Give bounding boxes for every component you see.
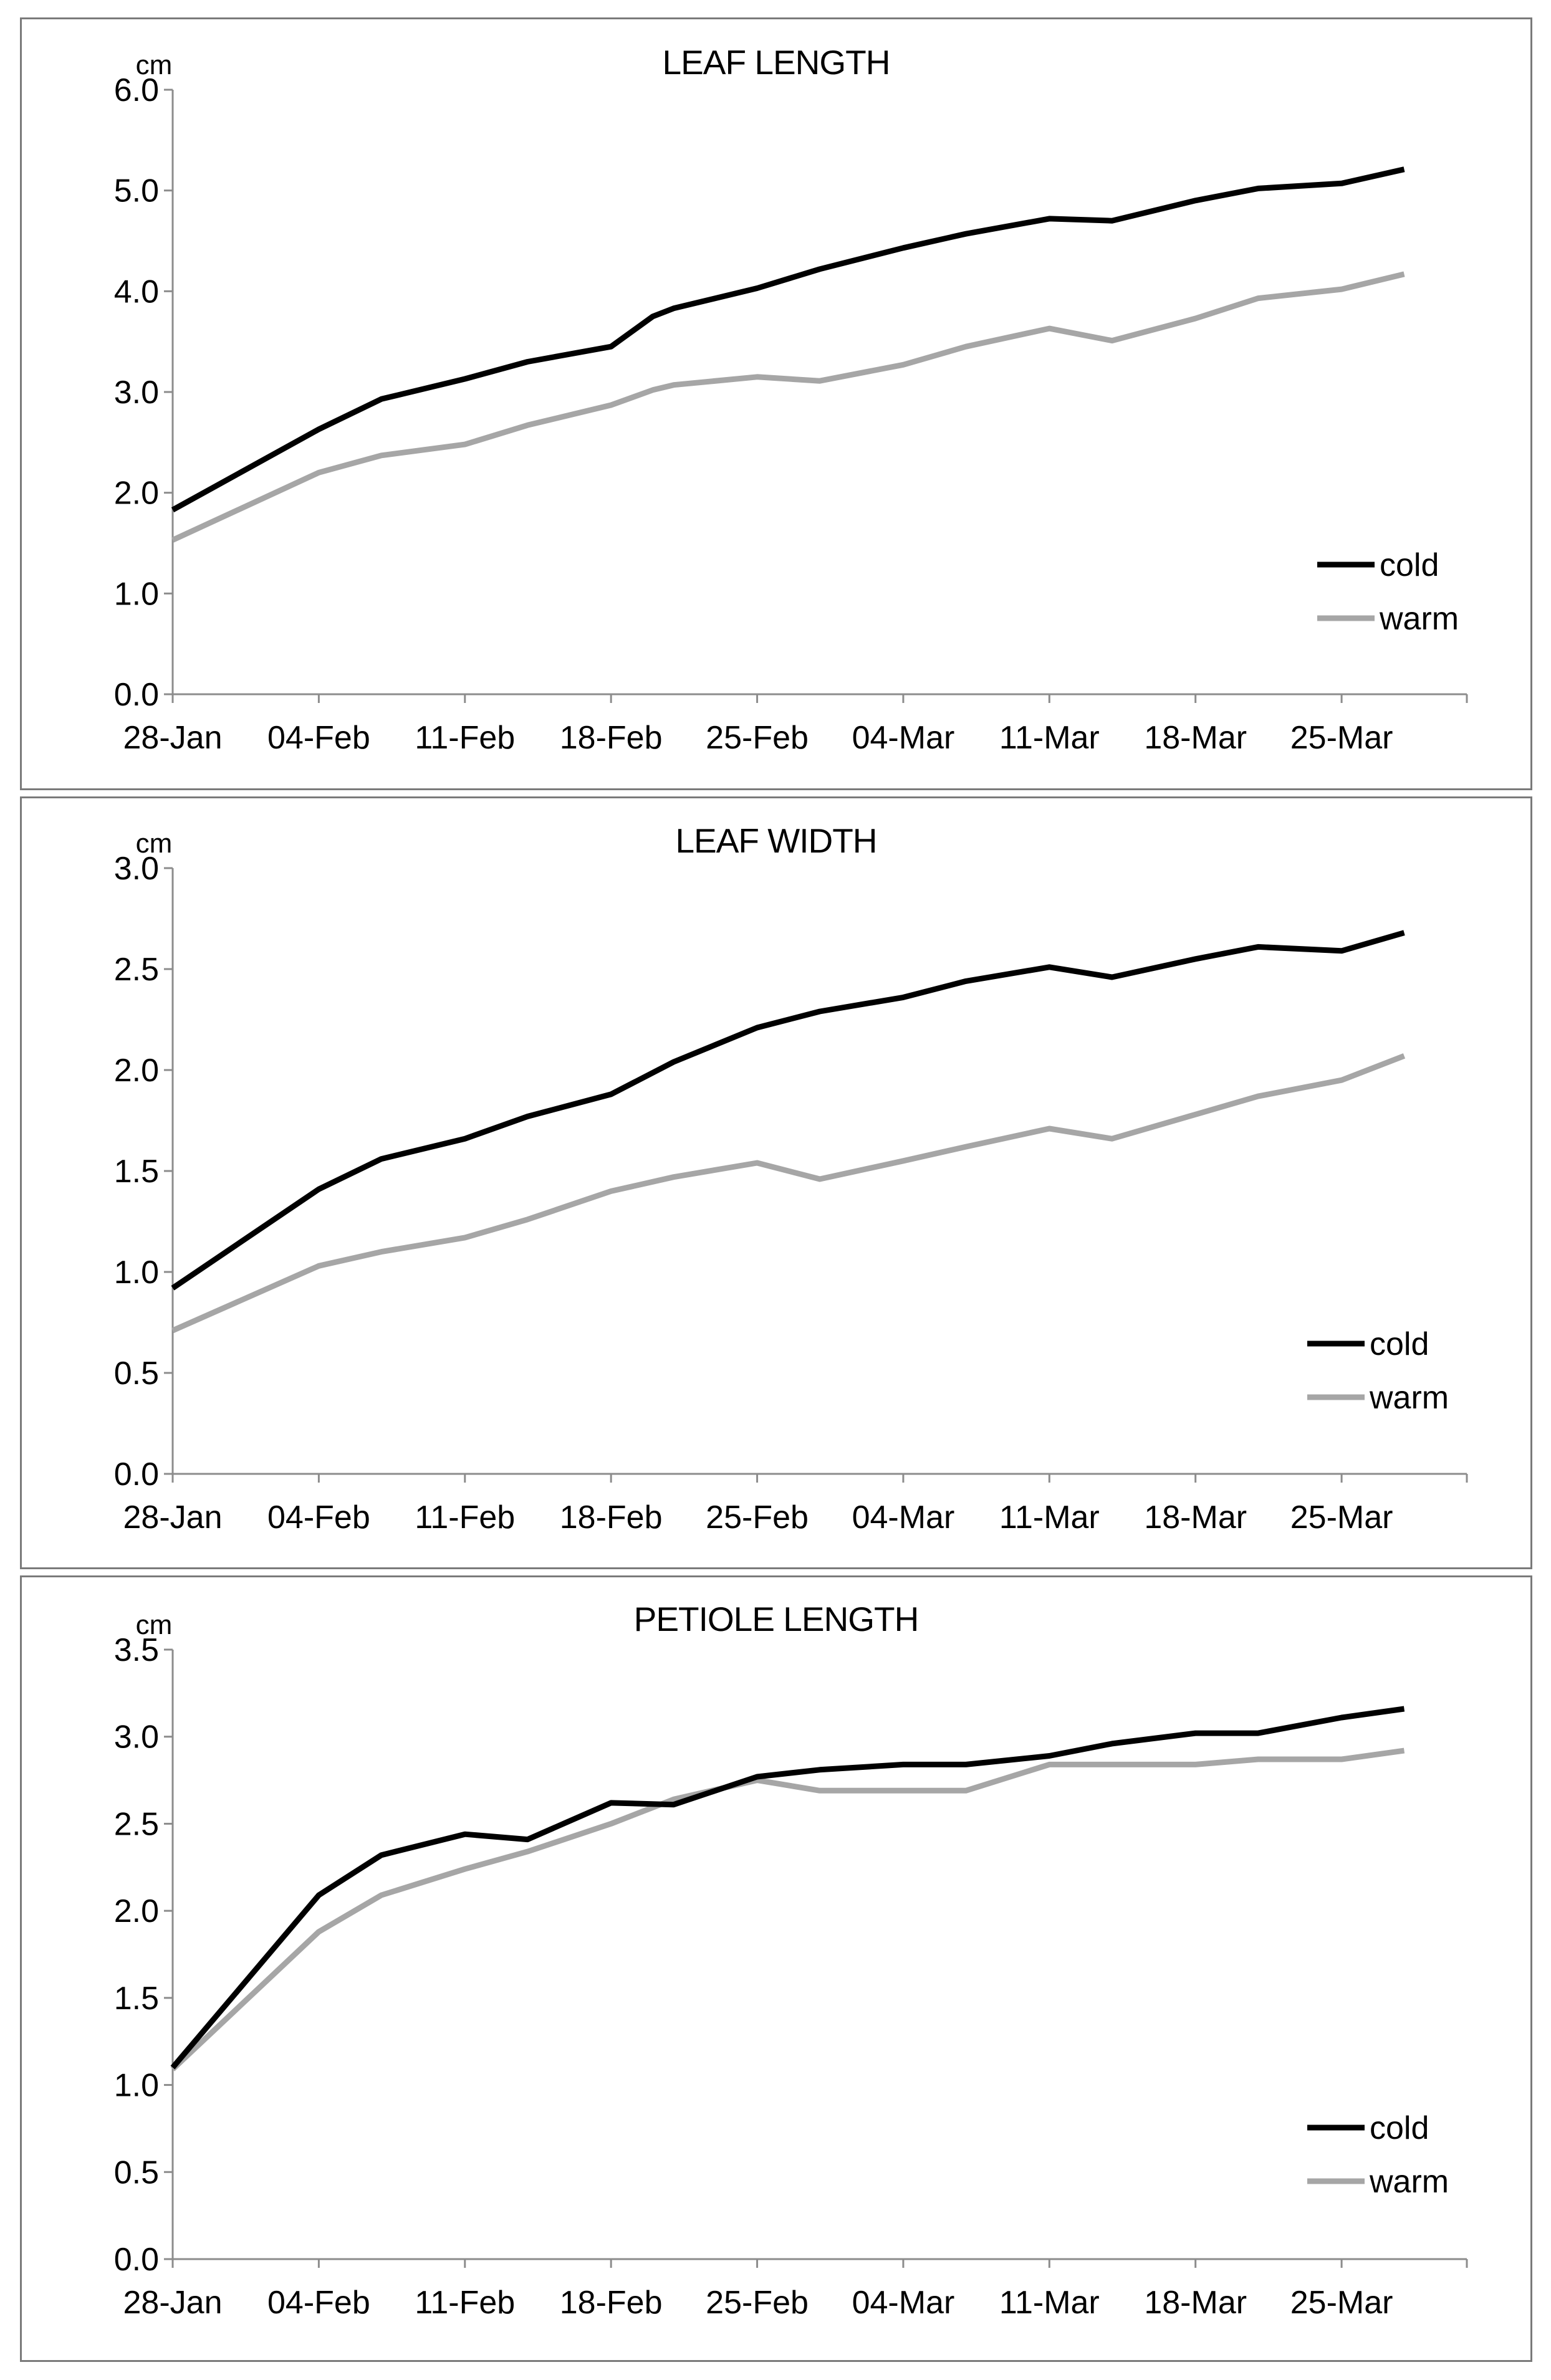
leaf-length-unit-label: cm xyxy=(136,50,173,80)
petiole-length-x-tick-label: 25-Feb xyxy=(706,2285,809,2321)
leaf-length-legend-label-cold: cold xyxy=(1380,547,1439,583)
leaf-width-y-tick-label: 2.0 xyxy=(114,1053,159,1089)
leaf-width-x-tick-label: 25-Mar xyxy=(1290,1499,1393,1536)
leaf-width-x-tick-label: 04-Feb xyxy=(267,1499,370,1536)
leaf-length-x-tick-label: 11-Mar xyxy=(999,720,1100,756)
leaf-length-y-tick-label: 4.0 xyxy=(114,274,159,310)
leaf-width-x-tick-label: 25-Feb xyxy=(706,1499,809,1536)
leaf-length-y-tick-label: 0.0 xyxy=(114,677,159,713)
leaf-length-panel: LEAF LENGTH cm 0.0 1.0 2.0 3.0 4.0 5.0 6.0 28-Jan… xyxy=(20,17,1532,790)
petiole-length-y-tick-label: 1.5 xyxy=(114,1981,159,2017)
petiole-length-chart: PETIOLE LENGTH cm 0.0 0.5 1.0 1.5 2.0 2.5 3.0 3.5… xyxy=(114,1600,1468,2321)
leaf-width-unit-label: cm xyxy=(136,828,173,859)
petiole-length-x-tick-label: 11-Feb xyxy=(415,2285,515,2321)
leaf-width-series-warm xyxy=(171,1053,1406,1334)
petiole-length-y-tick-label: 0.5 xyxy=(114,2154,159,2191)
petiole-length-y-tick-label: 2.0 xyxy=(114,1893,159,1929)
leaf-length-x-tick-label: 18-Mar xyxy=(1144,720,1247,756)
leaf-length-y-tick-label: 3.0 xyxy=(114,375,159,411)
petiole-length-x-tick-label: 04-Mar xyxy=(852,2285,955,2321)
petiole-length-series-cold xyxy=(170,1706,1405,2070)
leaf-width-y-tick-label: 3.0 xyxy=(114,851,159,887)
petiole-length-panel: PETIOLE LENGTH cm 0.0 0.5 1.0 1.5 2.0 2.5 3.0 3.5… xyxy=(20,1575,1532,2362)
leaf-length-x-tick-label: 25-Mar xyxy=(1290,720,1393,756)
petiole-length-x-tick-label: 04-Feb xyxy=(267,2285,370,2321)
petiole-length-y-tick-label: 1.0 xyxy=(114,2068,159,2104)
leaf-width-y-tick-label: 0.5 xyxy=(114,1355,159,1392)
petiole-length-x-tick-label: 18-Feb xyxy=(560,2285,663,2321)
petiole-length-legend-label-warm: warm xyxy=(1369,2164,1449,2200)
leaf-length-series-cold xyxy=(171,166,1405,513)
leaf-width-y-tick-label: 1.5 xyxy=(114,1154,159,1190)
leaf-length-x-tick-label: 25-Feb xyxy=(706,720,809,756)
leaf-width-x-tick-label: 11-Mar xyxy=(999,1499,1100,1536)
petiole-length-legend-label-cold: cold xyxy=(1370,2110,1429,2146)
leaf-length-y-tick-label: 5.0 xyxy=(114,173,159,209)
petiole-length-y-tick-label: 3.5 xyxy=(114,1632,159,1668)
leaf-length-legend-label-warm: warm xyxy=(1379,601,1459,637)
leaf-width-series-cold xyxy=(171,930,1405,1291)
petiole-length-unit-label: cm xyxy=(136,1610,173,1640)
leaf-width-legend-label-cold: cold xyxy=(1370,1326,1429,1362)
petiole-length-x-tick-label: 25-Mar xyxy=(1290,2285,1393,2321)
leaf-width-legend-label-warm: warm xyxy=(1369,1380,1449,1416)
leaf-width-title: LEAF WIDTH xyxy=(675,821,876,860)
leaf-length-chart: LEAF LENGTH cm 0.0 1.0 2.0 3.0 4.0 5.0 6.0 28-Jan… xyxy=(114,43,1468,756)
leaf-width-x-tick-label: 18-Mar xyxy=(1144,1499,1247,1536)
petiole-length-y-tick-label: 3.0 xyxy=(114,1719,159,1756)
leaf-length-y-tick-label: 2.0 xyxy=(114,476,159,512)
leaf-width-x-tick-label: 18-Feb xyxy=(560,1499,663,1536)
petiole-length-series-warm xyxy=(170,1747,1405,2072)
petiole-length-y-tick-label: 2.5 xyxy=(114,1806,159,1842)
leaf-length-y-tick-label: 1.0 xyxy=(114,576,159,612)
leaf-width-x-tick-label: 04-Mar xyxy=(852,1499,955,1536)
petiole-length-x-tick-label: 28-Jan xyxy=(123,2285,223,2321)
leaf-width-panel: LEAF WIDTH cm 0.0 0.5 1.0 1.5 2.0 2.5 3.0 28-Jan 0… xyxy=(20,796,1532,1569)
leaf-length-x-tick-label: 04-Mar xyxy=(852,720,955,756)
leaf-length-x-tick-label: 11-Feb xyxy=(415,720,515,756)
leaf-length-x-tick-label: 04-Feb xyxy=(267,720,370,756)
leaf-width-y-tick-label: 2.5 xyxy=(114,952,159,988)
leaf-width-y-tick-label: 1.0 xyxy=(114,1255,159,1291)
leaf-length-y-tick-label: 6.0 xyxy=(114,72,159,108)
leaf-width-x-tick-label: 28-Jan xyxy=(123,1499,223,1536)
leaf-length-x-tick-label: 28-Jan xyxy=(123,720,223,756)
leaf-length-series-warm xyxy=(171,271,1405,543)
petiole-length-x-tick-label: 18-Mar xyxy=(1144,2285,1247,2321)
leaf-length-x-tick-label: 18-Feb xyxy=(560,720,663,756)
petiole-length-x-tick-label: 11-Mar xyxy=(999,2285,1100,2321)
leaf-width-y-tick-label: 0.0 xyxy=(114,1456,159,1493)
petiole-length-y-tick-label: 0.0 xyxy=(114,2242,159,2278)
leaf-length-title: LEAF LENGTH xyxy=(663,43,890,82)
leaf-width-chart: LEAF WIDTH cm 0.0 0.5 1.0 1.5 2.0 2.5 3.0 28-Jan 0… xyxy=(114,821,1468,1536)
petiole-length-title: PETIOLE LENGTH xyxy=(634,1600,919,1638)
leaf-width-x-tick-label: 11-Feb xyxy=(415,1499,515,1536)
